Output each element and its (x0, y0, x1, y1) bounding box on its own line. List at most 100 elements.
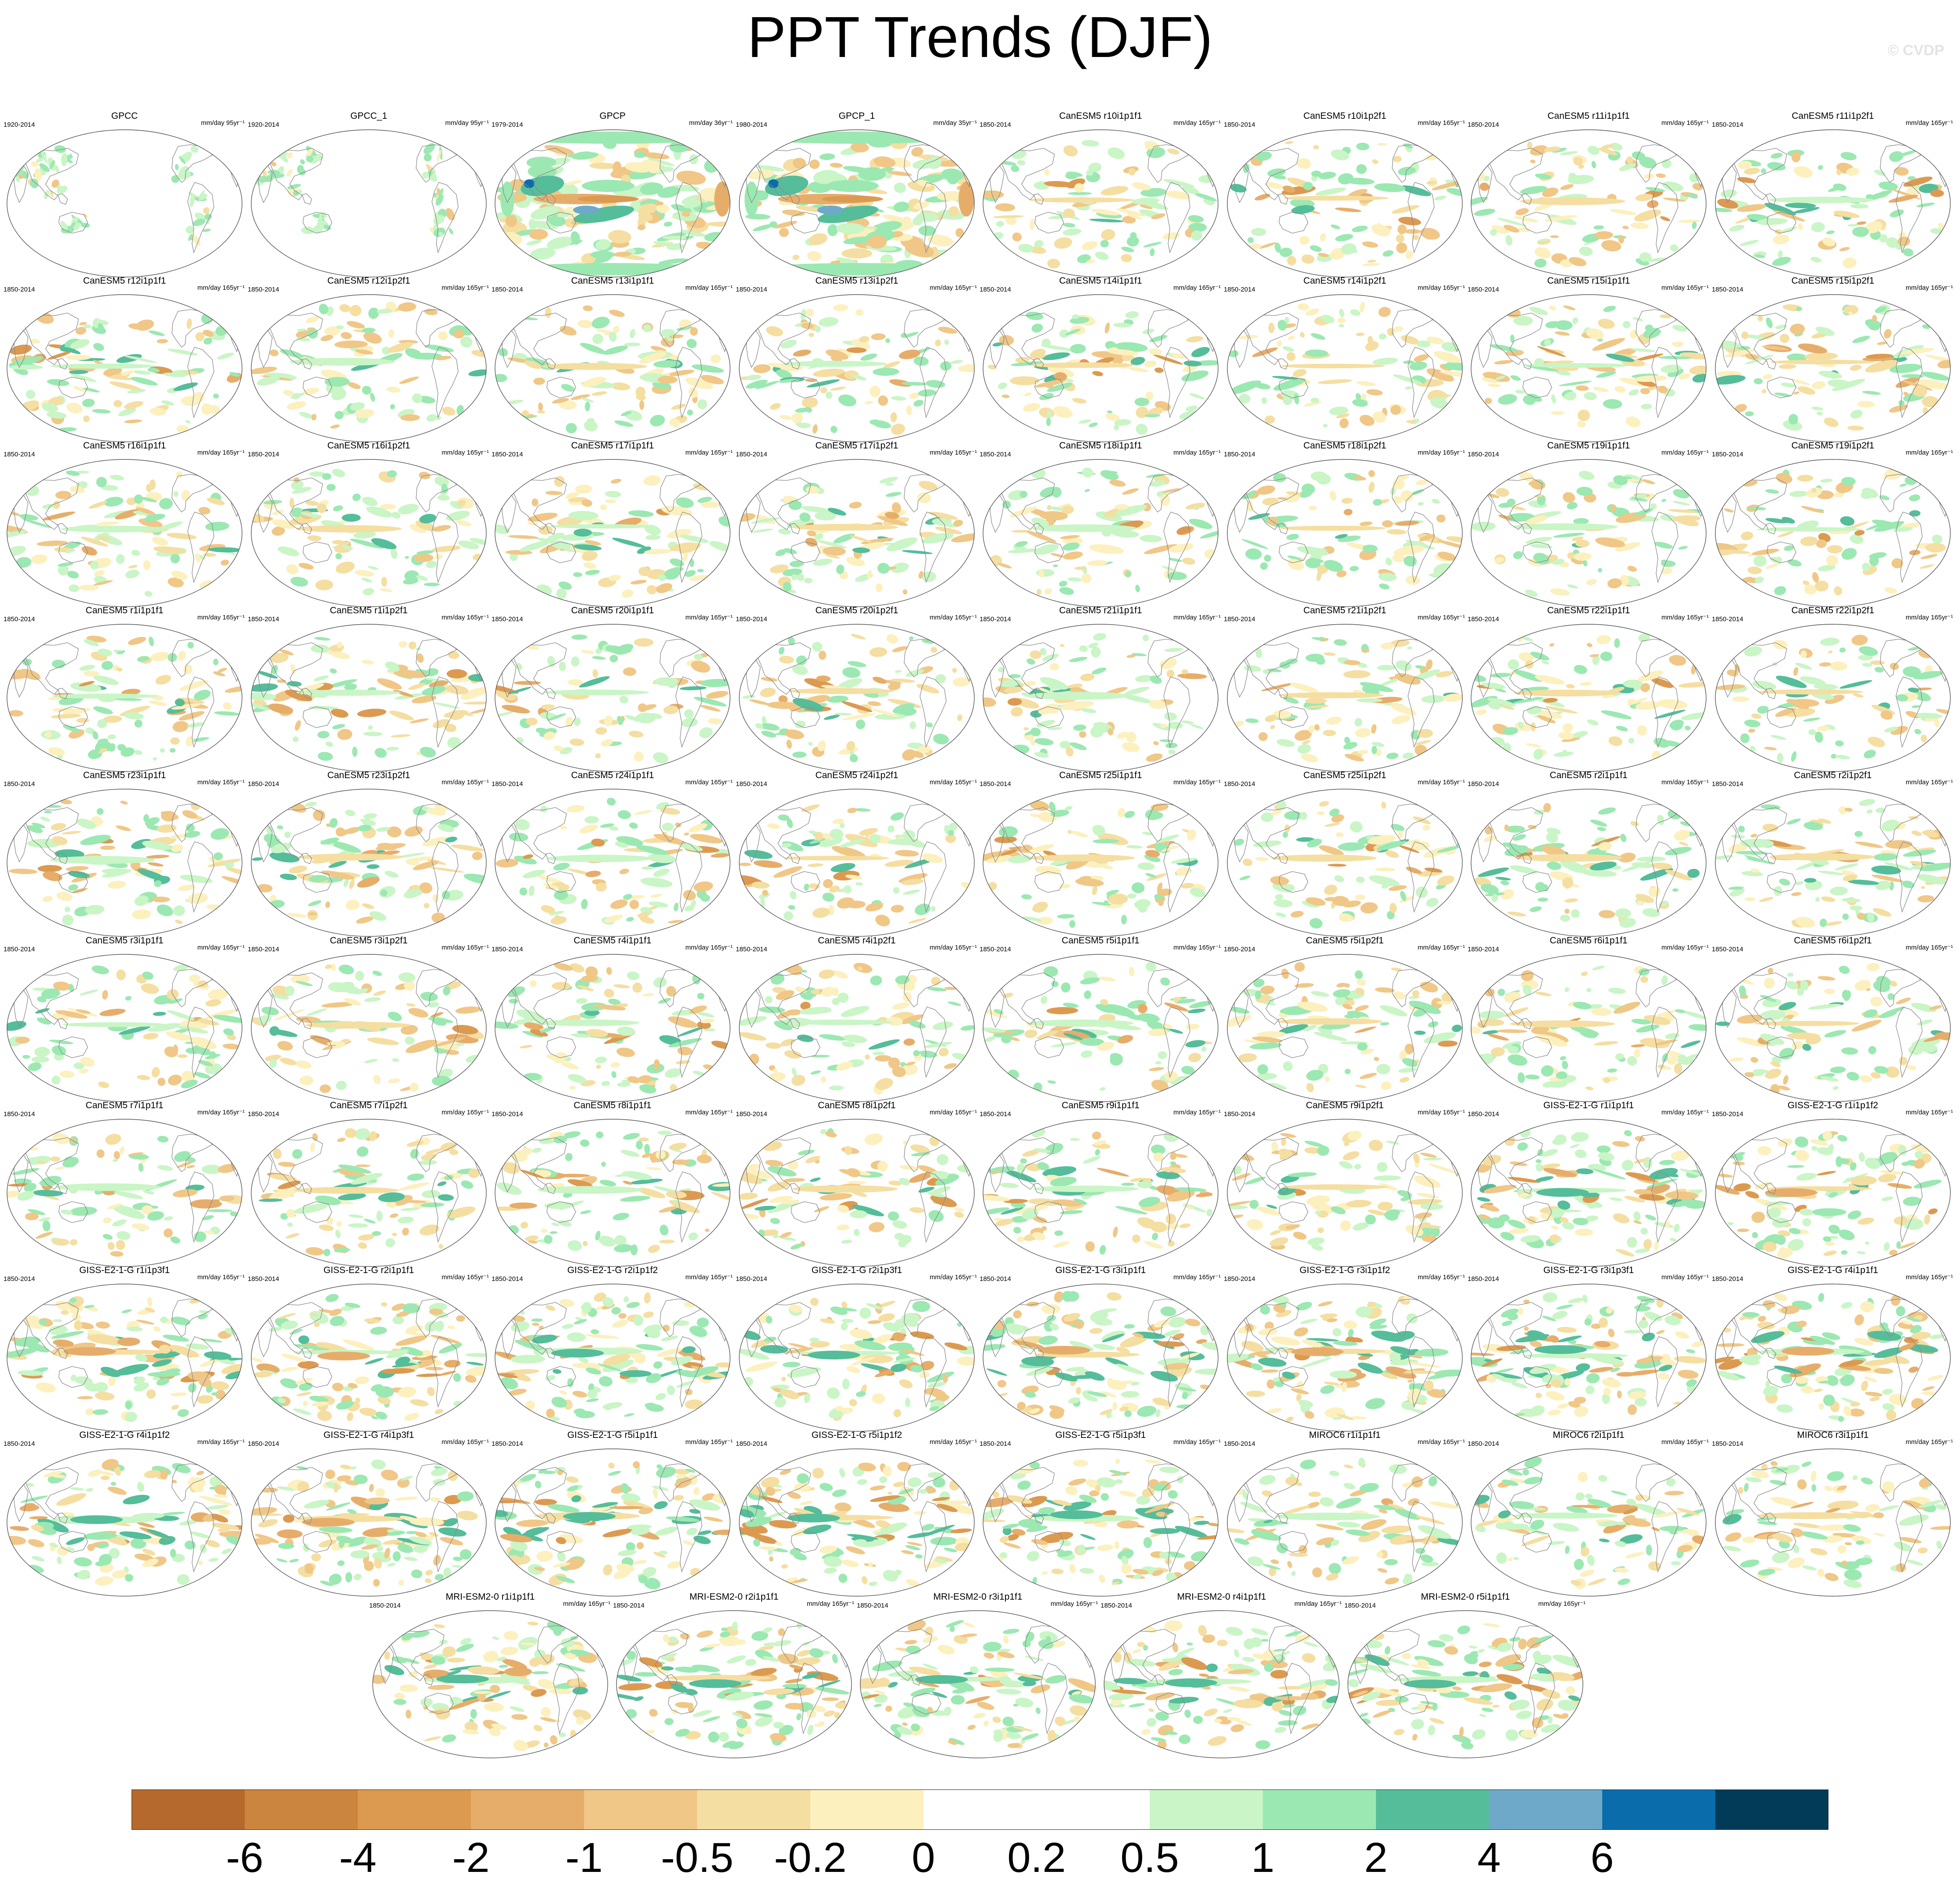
panel-title: GISS-E2-1-G r4i1p1f2 (79, 1430, 170, 1440)
panel-units: mm/day 165yr⁻¹ (1418, 614, 1465, 621)
world-map (1471, 624, 1707, 772)
panel-title: CanESM5 r20i1p1f1 (571, 605, 654, 615)
map-panel: GPCP_1 1980-2014 mm/day 35yr⁻¹ (735, 110, 979, 277)
panel-units: mm/day 165yr⁻¹ (1173, 1274, 1221, 1281)
colorbar-swatch (245, 1789, 358, 1830)
panel-period: 1850-2014 (1224, 1110, 1255, 1118)
panel-units: mm/day 165yr⁻¹ (930, 1274, 977, 1281)
panel-units: mm/day 165yr⁻¹ (685, 1109, 733, 1116)
panel-period: 1850-2014 (1101, 1602, 1132, 1609)
map-border (495, 129, 731, 277)
map-border (495, 954, 731, 1102)
map-border (1715, 1284, 1951, 1432)
map-border (251, 1448, 487, 1597)
panel-title: CanESM5 r4i1p2f1 (818, 936, 896, 946)
panel-units: mm/day 165yr⁻¹ (807, 1600, 854, 1608)
trend-field (983, 1128, 1213, 1255)
world-map (1104, 1610, 1340, 1758)
map-panel: CanESM5 r12i1p2f1 1850-2014 mm/day 165yr⁻¹ (247, 275, 491, 442)
colorbar-tick-label: -1 (565, 1834, 603, 1881)
panel-title: CanESM5 r6i1p2f1 (1794, 936, 1872, 946)
panel-period: 1850-2014 (736, 451, 767, 458)
trend-field (495, 475, 730, 599)
panel-period: 1850-2014 (980, 1275, 1011, 1283)
world-map (1227, 1448, 1463, 1597)
map-panel: GISS-E2-1-G r1i1p3f1 1850-2014 mm/day 165y… (3, 1265, 246, 1432)
panel-title: GISS-E2-1-G r1i1p1f2 (1787, 1100, 1878, 1110)
map-panel: CanESM5 r4i1p1f1 1850-2014 mm/day 165yr⁻¹ (491, 935, 734, 1102)
panel-period: 1920-2014 (248, 121, 279, 128)
world-map (495, 789, 731, 937)
trend-field (1715, 799, 1950, 928)
map-panel: CanESM5 r8i1p2f1 1850-2014 mm/day 165yr⁻¹ (735, 1100, 979, 1267)
panel-title: CanESM5 r3i1p1f1 (86, 936, 164, 946)
panel-units: mm/day 165yr⁻¹ (685, 284, 733, 292)
map-border (251, 954, 487, 1102)
world-map (495, 1119, 731, 1267)
trend-field (1348, 1623, 1583, 1750)
panel-period: 1850-2014 (1468, 121, 1499, 128)
panel-period: 1850-2014 (4, 1275, 35, 1283)
world-map (983, 1448, 1219, 1597)
world-map (251, 294, 487, 442)
panel-period: 1850-2014 (736, 1110, 767, 1118)
trend-field (8, 312, 242, 433)
panel-title: GISS-E2-1-G r2i1p3f1 (811, 1265, 902, 1275)
panel-period: 1850-2014 (1468, 780, 1499, 788)
world-map (1347, 1610, 1583, 1758)
world-map (983, 1284, 1219, 1432)
map-border (251, 294, 487, 442)
map-panel: CanESM5 r9i1p2f1 1850-2014 mm/day 165yr⁻¹ (1223, 1100, 1467, 1267)
trend-field (495, 305, 724, 434)
map-border (983, 1448, 1219, 1597)
map-border (983, 1284, 1219, 1432)
trend-field (739, 477, 974, 595)
panel-units: mm/day 165yr⁻¹ (930, 1109, 977, 1116)
map-border (1104, 1610, 1340, 1758)
trend-field (7, 1459, 242, 1586)
map-panel: CanESM5 r18i1p1f1 1850-2014 mm/day 165yr⁻¹ (979, 440, 1222, 607)
trend-field (1471, 633, 1706, 760)
world-map (1471, 459, 1707, 607)
colorbar-swatch (358, 1789, 471, 1830)
panel-units: mm/day 165yr⁻¹ (1661, 1438, 1709, 1446)
panel-period: 1850-2014 (369, 1602, 401, 1609)
map-border (7, 294, 242, 442)
trend-field (742, 634, 971, 762)
world-map (495, 954, 731, 1102)
map-border (7, 459, 242, 607)
map-border (739, 294, 975, 442)
panel-units: mm/day 165yr⁻¹ (442, 1274, 489, 1281)
panel-title: CanESM5 r4i1p1f1 (574, 936, 652, 946)
world-map (983, 624, 1219, 772)
panel-units: mm/day 165yr⁻¹ (930, 779, 977, 786)
world-map (1227, 294, 1463, 442)
map-panel: CanESM5 r14i1p1f1 1850-2014 mm/day 165yr⁻¹ (979, 275, 1222, 442)
map-panel: MIROC6 r1i1p1f1 1850-2014 mm/day 165yr⁻¹ (1223, 1430, 1467, 1597)
map-border (1471, 789, 1707, 937)
world-map (1471, 789, 1707, 937)
map-border (7, 1284, 242, 1432)
world-map (495, 294, 731, 442)
map-panel: CanESM5 r13i1p2f1 1850-2014 mm/day 165yr⁻¹ (735, 275, 979, 442)
trend-field (258, 1128, 480, 1256)
map-panel: CanESM5 r17i1p1f1 1850-2014 mm/day 165yr⁻¹ (491, 440, 734, 607)
panel-period: 1850-2014 (1224, 780, 1255, 788)
panel-title: CanESM5 r21i1p1f1 (1059, 605, 1142, 615)
map-border (7, 1119, 242, 1267)
trend-field (1475, 1128, 1706, 1257)
panel-title: GISS-E2-1-G r3i1p1f1 (1055, 1265, 1146, 1275)
map-border (1471, 624, 1707, 772)
world-map (7, 1284, 242, 1432)
world-map (251, 1119, 487, 1267)
world-map (1227, 459, 1463, 607)
map-border (1227, 624, 1463, 772)
trend-field (739, 1128, 974, 1250)
panel-period: 1850-2014 (492, 946, 523, 953)
panel-title: MRI-ESM2-0 r3i1p1f1 (933, 1592, 1023, 1602)
map-border (1227, 294, 1463, 442)
world-map (1471, 1284, 1707, 1432)
panel-period: 1850-2014 (1468, 286, 1499, 293)
panel-period: 1920-2014 (4, 121, 35, 128)
panel-units: mm/day 165yr⁻¹ (1661, 779, 1709, 786)
